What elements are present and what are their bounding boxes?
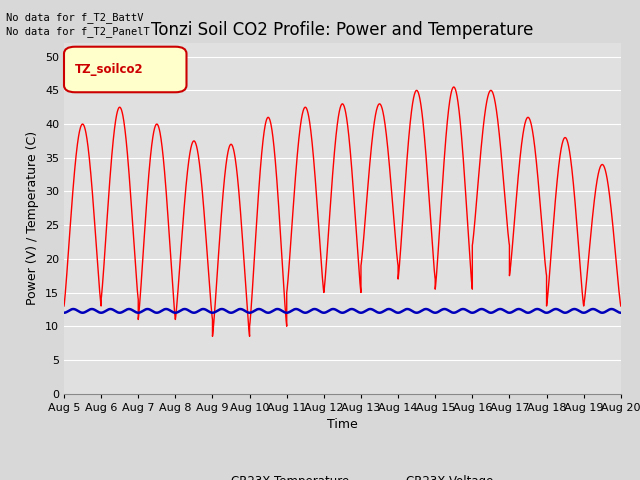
Legend: CR23X Temperature, CR23X Voltage: CR23X Temperature, CR23X Voltage: [187, 470, 498, 480]
Title: Tonzi Soil CO2 Profile: Power and Temperature: Tonzi Soil CO2 Profile: Power and Temper…: [151, 21, 534, 39]
X-axis label: Time: Time: [327, 418, 358, 431]
Text: No data for f_T2_PanelT: No data for f_T2_PanelT: [6, 26, 150, 37]
Text: TZ_soilco2: TZ_soilco2: [75, 63, 144, 76]
Y-axis label: Power (V) / Temperature (C): Power (V) / Temperature (C): [26, 132, 40, 305]
Text: No data for f_T2_BattV: No data for f_T2_BattV: [6, 12, 144, 23]
FancyBboxPatch shape: [64, 47, 186, 92]
